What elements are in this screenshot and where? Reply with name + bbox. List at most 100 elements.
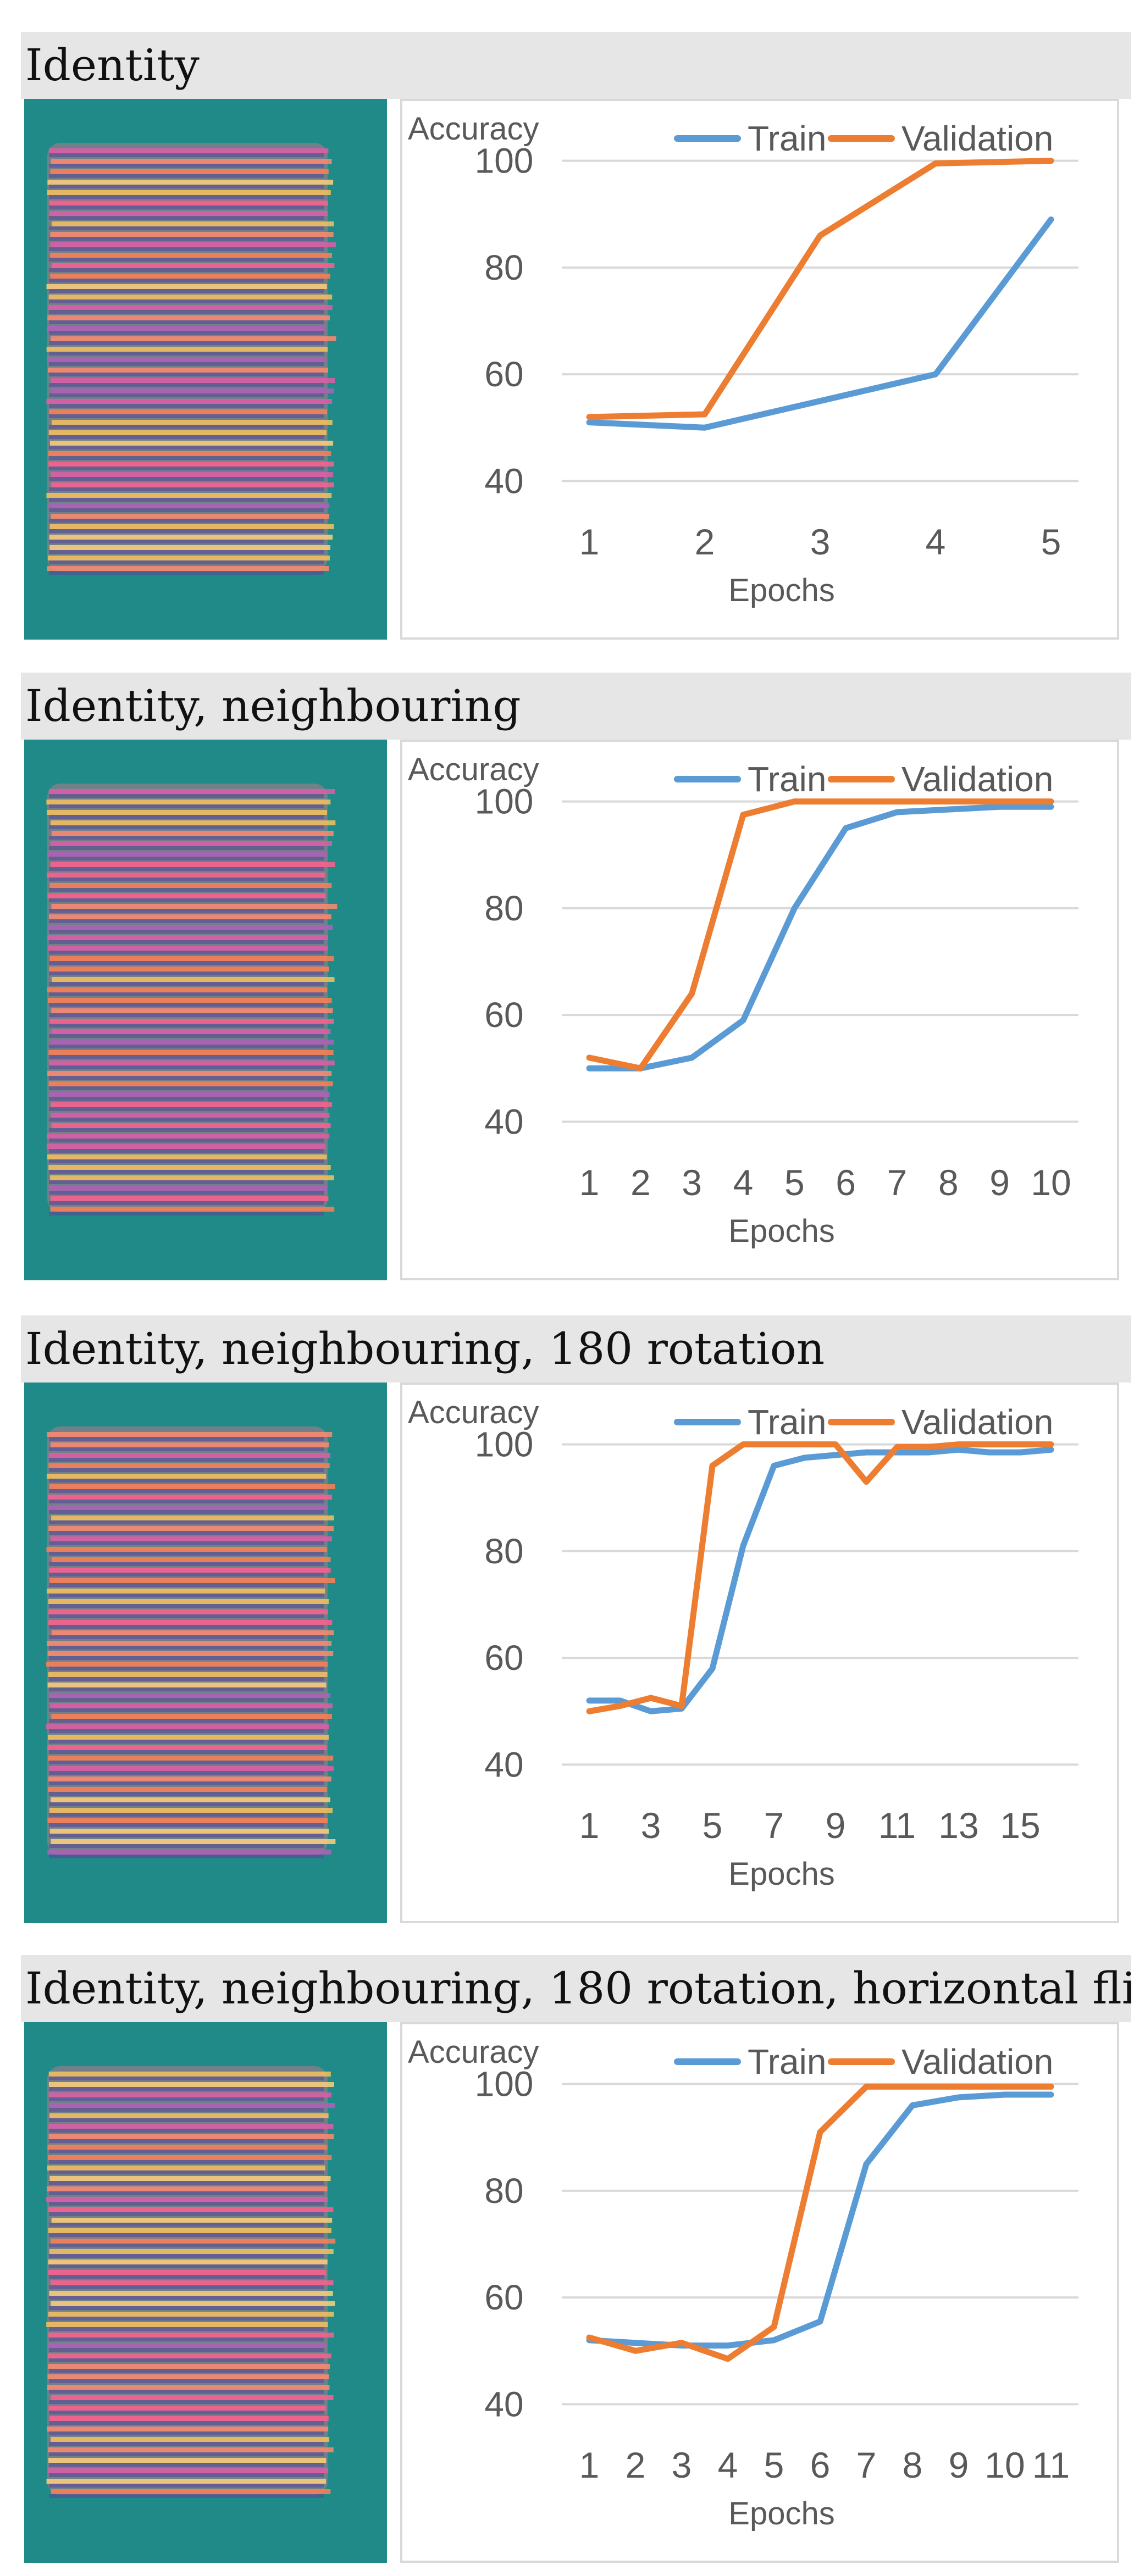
stripe-dark bbox=[49, 1045, 324, 1048]
stripe-bright bbox=[49, 1568, 331, 1573]
stripe-dark bbox=[49, 299, 324, 303]
stripe-bright bbox=[51, 263, 335, 268]
stripe-dark bbox=[49, 195, 324, 199]
legend-label: Validation bbox=[901, 119, 1053, 158]
stripe-bright bbox=[47, 935, 329, 940]
stripe-dark bbox=[49, 2348, 324, 2352]
y-tick-label: 100 bbox=[475, 1425, 534, 1464]
stripe-dark bbox=[49, 2296, 324, 2300]
stripe-dark bbox=[49, 919, 324, 923]
stripe-dark bbox=[49, 857, 324, 860]
stripe-dark bbox=[49, 456, 324, 460]
stripe-dark bbox=[49, 2369, 324, 2373]
x-tick-label: 1 bbox=[579, 521, 600, 562]
stripe-dark bbox=[49, 1065, 324, 1069]
stripe-bright bbox=[48, 1050, 334, 1055]
heatmap-stripes bbox=[46, 2066, 336, 2498]
stripe-dark bbox=[49, 247, 324, 251]
stripe-bright bbox=[51, 841, 333, 846]
stripe-dark bbox=[49, 982, 324, 986]
stripe-bright bbox=[48, 998, 332, 1003]
stripe-bright bbox=[51, 1515, 334, 1520]
accuracy-chart: Accuracy 40 60 80 100 1 2 3 4 5 Epochs Train Validat… bbox=[400, 99, 1119, 640]
stripe-dark bbox=[49, 1024, 324, 1028]
stripe-bright bbox=[51, 831, 334, 836]
stripe-bright bbox=[51, 472, 334, 477]
accuracy-line-chart: Accuracy 40 60 80 100 1 2 3 4 5 6 7 8 9 10 Epochs Train V… bbox=[408, 752, 1078, 1249]
stripe-bright bbox=[46, 347, 328, 352]
stripe-dark bbox=[49, 206, 324, 209]
stripe-bright bbox=[49, 1829, 329, 1834]
x-tick-label: 1 bbox=[579, 2445, 600, 2485]
stripe-dark bbox=[49, 2108, 324, 2112]
stripe-bright bbox=[46, 357, 327, 362]
stripe-bright bbox=[48, 914, 331, 919]
y-tick-label: 40 bbox=[484, 2384, 523, 2424]
stripe-bright bbox=[49, 2176, 331, 2181]
tensor-thumbnail-image bbox=[24, 1383, 387, 1923]
stripe-dark bbox=[49, 1458, 324, 1462]
tensor-thumbnail-image bbox=[24, 99, 387, 640]
stripe-bright bbox=[48, 1495, 333, 1500]
stripe-bright bbox=[49, 2113, 329, 2118]
stripe-dark bbox=[49, 2212, 324, 2216]
stripe-bright bbox=[49, 1061, 335, 1065]
stripe-bright bbox=[47, 2166, 325, 2170]
y-tick-label: 40 bbox=[484, 1745, 523, 1784]
stripe-bright bbox=[48, 2207, 334, 2212]
stripe-bright bbox=[46, 2479, 327, 2484]
stripe-dark bbox=[49, 1170, 324, 1174]
stripe-dark bbox=[49, 2400, 324, 2404]
stripe-bright bbox=[51, 1630, 334, 1635]
stripe-dark bbox=[49, 1118, 324, 1122]
stripe-bright bbox=[47, 1641, 332, 1646]
stripe-bright bbox=[49, 1092, 330, 1097]
stripe-dark bbox=[49, 836, 324, 840]
stripe-dark bbox=[49, 174, 324, 178]
stripe-dark bbox=[49, 2494, 324, 2498]
legend-label: Train bbox=[748, 2042, 826, 2081]
stripe-bright bbox=[51, 1113, 330, 1118]
stripe-dark bbox=[49, 1573, 324, 1576]
y-tick-label: 40 bbox=[484, 1102, 523, 1141]
accuracy-chart: Accuracy 40 60 80 100 1 2 3 4 5 6 7 8 9 10 11 Epochs Trai… bbox=[400, 2022, 1119, 2563]
stripe-dark bbox=[49, 1750, 324, 1754]
y-tick-label: 60 bbox=[484, 995, 523, 1035]
stripe-dark bbox=[49, 1844, 324, 1848]
stripe-dark bbox=[49, 1139, 324, 1142]
stripe-dark bbox=[49, 2077, 324, 2080]
stripe-bright bbox=[46, 1134, 330, 1139]
stripe-dark bbox=[49, 1855, 324, 1858]
stripe-bright bbox=[51, 1008, 333, 1013]
stripe-dark bbox=[49, 341, 324, 345]
stripe-dark bbox=[49, 352, 324, 356]
panel-title: Identity bbox=[21, 32, 1131, 99]
accuracy-chart: Accuracy 40 60 80 100 1 2 3 4 5 6 7 8 9 10 Epochs Train V… bbox=[400, 740, 1119, 1280]
stripe-bright bbox=[48, 2406, 327, 2411]
stripe-dark bbox=[49, 1552, 324, 1556]
stripe-bright bbox=[46, 800, 331, 804]
x-tick-label: 11 bbox=[878, 1805, 916, 1846]
stripe-dark bbox=[49, 258, 324, 262]
stripe-bright bbox=[49, 1484, 335, 1489]
stripe-dark bbox=[49, 1646, 324, 1650]
stripe-bright bbox=[47, 1432, 333, 1437]
stripe-bright bbox=[50, 242, 336, 247]
stripe-bright bbox=[48, 946, 328, 951]
stripe-dark bbox=[49, 1191, 324, 1195]
stripe-dark bbox=[49, 1149, 324, 1153]
stripe-dark bbox=[49, 2379, 324, 2383]
stripe-dark bbox=[49, 2129, 324, 2133]
x-tick-label: 4 bbox=[926, 521, 946, 562]
stripe-dark bbox=[49, 1594, 324, 1597]
tensor-thumbnail-image bbox=[24, 2022, 387, 2563]
stripe-bright bbox=[48, 2458, 327, 2463]
stripe-bright bbox=[48, 451, 331, 456]
stripe-bright bbox=[48, 503, 330, 508]
series-line-validation bbox=[586, 2083, 1054, 2362]
accuracy-line-chart: Accuracy 40 60 80 100 1 2 3 4 5 Epochs Train Validat… bbox=[408, 111, 1078, 608]
stripe-dark bbox=[49, 2327, 324, 2331]
stripe-dark bbox=[49, 992, 324, 996]
stripe-bright bbox=[47, 1818, 328, 1823]
stripe-dark bbox=[49, 1541, 324, 1545]
